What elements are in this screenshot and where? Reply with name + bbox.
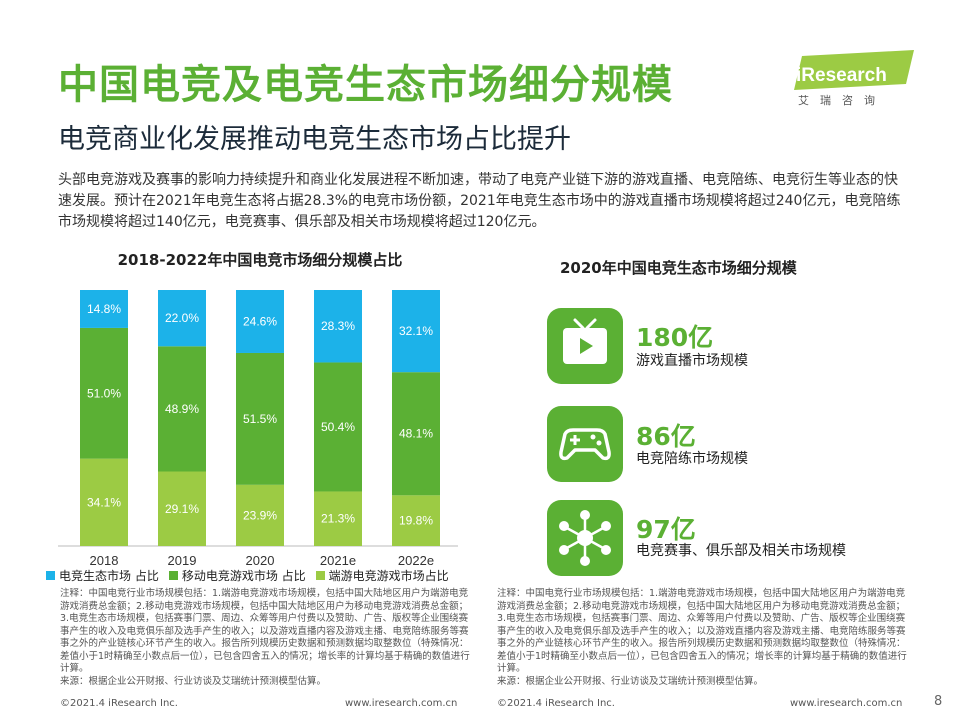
x-tick-label-2020: 2020 bbox=[246, 553, 275, 568]
bar-segment-2019-0 bbox=[158, 471, 206, 546]
bar-label-2019-1: 48.9% bbox=[165, 402, 199, 416]
logo-text: iResearch bbox=[796, 65, 887, 86]
bar-segment-2022e-0 bbox=[392, 495, 440, 546]
bar-segment-2019-1 bbox=[158, 346, 206, 472]
bar-label-2020-2: 24.6% bbox=[243, 314, 277, 328]
legend-item-ecosystem: 电竞生态市场 占比 bbox=[46, 567, 159, 584]
footer-copyright-right: ©2021.4 iResearch Inc. bbox=[497, 698, 615, 709]
bar-segment-2021e-2 bbox=[314, 290, 362, 363]
logo-subtext: 艾瑞咨询 bbox=[798, 94, 886, 107]
eco-title: 2020年中国电竞生态市场细分规模 bbox=[560, 259, 797, 277]
bar-segment-2022e-2 bbox=[392, 290, 440, 373]
bar-label-2022e-2: 32.1% bbox=[399, 324, 433, 338]
bar-segment-2020-2 bbox=[236, 290, 284, 353]
eco-value-events: 97亿 bbox=[636, 515, 696, 544]
page-title: 中国电竞及电竞生态市场细分规模 bbox=[58, 62, 673, 108]
bar-label-2019-2: 22.0% bbox=[165, 311, 199, 325]
bar-label-2018-2: 14.8% bbox=[87, 302, 121, 316]
legend-label: 移动电竞游戏市场 占比 bbox=[181, 569, 306, 583]
bar-segment-2020-1 bbox=[236, 352, 284, 485]
bar-segment-2020-0 bbox=[236, 484, 284, 546]
chart-legend: 电竞生态市场 占比 移动电竞游戏市场 占比 端游电竞游戏市场占比 bbox=[46, 567, 449, 584]
eco-label-streaming: 游戏直播市场规模 bbox=[636, 353, 748, 369]
gamepad-icon bbox=[547, 406, 623, 482]
x-tick-label-2022e: 2022e bbox=[398, 553, 434, 568]
bar-label-2021e-2: 28.3% bbox=[321, 319, 355, 333]
legend-label: 电竞生态市场 占比 bbox=[59, 569, 159, 583]
bar-segment-2018-0 bbox=[80, 458, 128, 546]
bar-segment-2019-2 bbox=[158, 290, 206, 347]
bar-label-2022e-0: 19.8% bbox=[399, 514, 433, 528]
bar-label-2018-0: 34.1% bbox=[87, 495, 121, 509]
bar-segment-2021e-1 bbox=[314, 362, 362, 492]
bar-label-2021e-0: 21.3% bbox=[321, 512, 355, 526]
stacked-bar-chart: 34.1% 51.0% 14.8% 2018 29.1% 48.9% 22.0% 2019 23… bbox=[58, 290, 458, 568]
x-tick-label-2019: 2019 bbox=[168, 553, 197, 568]
note-right: 注释：中国电竞行业市场规模包括：1.端游电竞游戏市场规模，包括中国大陆地区用户为… bbox=[497, 588, 912, 688]
bar-segment-2021e-0 bbox=[314, 491, 362, 546]
legend-swatch-lightgreen bbox=[315, 571, 325, 580]
legend-swatch-blue bbox=[46, 571, 55, 580]
note-right-text: 注释：中国电竞行业市场规模包括：1.端游电竞游戏市场规模，包括中国大陆地区用户为… bbox=[497, 588, 907, 674]
page-subtitle: 电竞商业化发展推动电竞生态市场占比提升 bbox=[58, 124, 571, 155]
note-left-source: 来源：根据企业公开财报、行业访谈及艾瑞统计预测模型估算。 bbox=[60, 675, 327, 687]
legend-item-pc: 端游电竞游戏市场占比 bbox=[315, 567, 449, 584]
bar-segment-2022e-1 bbox=[392, 372, 440, 496]
tv-icon bbox=[547, 308, 623, 384]
footer-copyright-left: ©2021.4 iResearch Inc. bbox=[60, 698, 178, 709]
logo-mark bbox=[794, 50, 914, 90]
footer-url-right[interactable]: www.iresearch.com.cn bbox=[790, 698, 903, 709]
footer-url-left[interactable]: www.iresearch.com.cn bbox=[345, 698, 458, 709]
bar-label-2020-0: 23.9% bbox=[243, 508, 277, 522]
bar-label-2018-1: 51.0% bbox=[87, 386, 121, 400]
legend-item-mobile: 移动电竞游戏市场 占比 bbox=[168, 567, 306, 584]
bar-label-2021e-1: 50.4% bbox=[321, 420, 355, 434]
network-icon bbox=[547, 500, 623, 576]
bar-label-2019-0: 29.1% bbox=[165, 502, 199, 516]
x-tick-label-2018: 2018 bbox=[90, 553, 119, 568]
eco-label-events: 电竞赛事、俱乐部及相关市场规模 bbox=[636, 543, 846, 559]
bar-label-2020-1: 51.5% bbox=[243, 412, 277, 426]
legend-label: 端游电竞游戏市场占比 bbox=[328, 569, 449, 583]
eco-value-streaming: 180亿 bbox=[636, 323, 714, 352]
x-tick-label-2021e: 2021e bbox=[320, 553, 356, 568]
note-right-source: 来源：根据企业公开财报、行业访谈及艾瑞统计预测模型估算。 bbox=[497, 675, 764, 687]
chart-title: 2018-2022年中国电竞市场细分规模占比 bbox=[117, 251, 403, 269]
bar-segment-2018-1 bbox=[80, 327, 128, 459]
note-left: 注释：中国电竞行业市场规模包括：1.端游电竞游戏市场规模，包括中国大陆地区用户为… bbox=[60, 588, 475, 688]
iresearch-logo: iResearch 艾瑞咨询 bbox=[786, 50, 916, 110]
note-left-text: 注释：中国电竞行业市场规模包括：1.端游电竞游戏市场规模，包括中国大陆地区用户为… bbox=[60, 588, 470, 674]
bar-segment-2018-2 bbox=[80, 290, 128, 328]
bar-label-2022e-1: 48.1% bbox=[399, 427, 433, 441]
intro-paragraph: 头部电竞游戏及赛事的影响力持续提升和商业化发展进程不断加速，带动了电竞产业链下游… bbox=[58, 172, 901, 230]
page-number: 8 bbox=[934, 694, 943, 709]
legend-swatch-green bbox=[168, 571, 178, 580]
eco-label-coaching: 电竞陪练市场规模 bbox=[636, 451, 748, 467]
eco-value-coaching: 86亿 bbox=[636, 422, 696, 451]
